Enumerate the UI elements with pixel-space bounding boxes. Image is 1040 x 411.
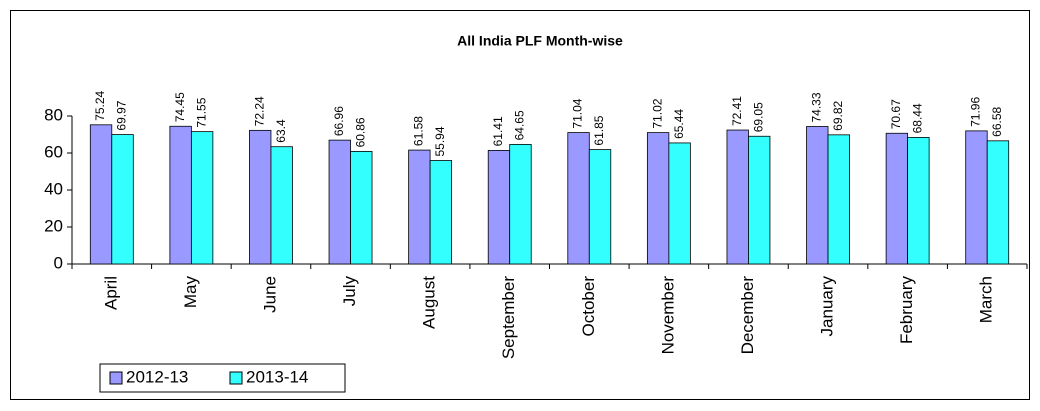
value-label: 66.58 — [990, 106, 1004, 136]
bar — [748, 135, 771, 265]
value-label: 64.65 — [513, 110, 527, 140]
bar — [509, 143, 532, 265]
y-tick-label: 80 — [44, 105, 63, 124]
x-tick-label: July — [340, 276, 359, 307]
bar — [907, 136, 930, 265]
bar — [89, 124, 113, 265]
bar — [668, 142, 691, 265]
x-tick-label: November — [658, 276, 677, 355]
value-label: 69.97 — [115, 100, 129, 130]
y-tick-label: 40 — [44, 179, 63, 198]
value-label: 69.05 — [751, 102, 765, 132]
value-label: 71.04 — [571, 98, 585, 128]
value-label: 65.44 — [672, 109, 686, 139]
x-tick-label: September — [499, 276, 518, 359]
bar — [249, 129, 272, 265]
y-tick-label: 20 — [44, 216, 63, 235]
x-tick-label: February — [897, 276, 916, 345]
bar — [567, 132, 590, 265]
legend-swatch — [229, 371, 243, 385]
value-label: 61.58 — [412, 116, 426, 146]
bar — [190, 131, 214, 265]
value-label: 72.24 — [252, 96, 266, 126]
bar — [270, 146, 293, 265]
bar — [408, 149, 431, 265]
bar — [350, 151, 373, 265]
bar — [429, 160, 453, 265]
bar — [588, 149, 612, 265]
value-label: 55.94 — [433, 126, 447, 156]
bar — [827, 134, 850, 265]
value-label: 68.44 — [911, 103, 925, 133]
x-tick-label: March — [977, 276, 996, 323]
value-label: 71.02 — [650, 98, 664, 128]
bar — [487, 149, 511, 265]
bar — [169, 125, 192, 265]
bar — [986, 140, 1010, 265]
value-label: 71.96 — [969, 97, 983, 127]
legend-label: 2012-13 — [126, 367, 188, 386]
chart-title: All India PLF Month-wise — [457, 33, 623, 49]
bar — [111, 134, 134, 265]
bar — [806, 126, 829, 265]
legend-box — [99, 363, 346, 393]
x-tick-label: May — [181, 276, 200, 309]
y-tick-label: 60 — [44, 142, 63, 161]
value-label: 63.4 — [274, 119, 288, 143]
bar — [965, 130, 988, 265]
x-tick-label: January — [818, 276, 837, 337]
bar — [328, 139, 351, 265]
y-tick-label: 0 — [54, 253, 63, 272]
value-label: 72.41 — [730, 96, 744, 126]
value-label: 69.82 — [831, 100, 845, 130]
value-label: 61.85 — [592, 115, 606, 145]
value-label: 60.86 — [353, 117, 367, 147]
x-tick-label: April — [101, 276, 120, 310]
value-label: 61.41 — [491, 116, 505, 146]
x-tick-label: June — [260, 276, 279, 313]
x-tick-label: October — [579, 276, 598, 337]
bar — [885, 132, 909, 265]
bar — [726, 129, 749, 265]
x-tick-label: August — [420, 276, 439, 329]
value-label: 74.33 — [809, 92, 823, 122]
legend-label: 2013-14 — [246, 367, 308, 386]
value-label: 71.55 — [194, 97, 208, 127]
value-label: 66.96 — [332, 106, 346, 136]
value-label: 75.24 — [93, 90, 107, 120]
legend-swatch — [109, 371, 123, 385]
value-label: 74.45 — [173, 92, 187, 122]
bar — [646, 132, 670, 265]
value-label: 70.67 — [889, 99, 903, 129]
x-tick-label: December — [738, 276, 757, 355]
